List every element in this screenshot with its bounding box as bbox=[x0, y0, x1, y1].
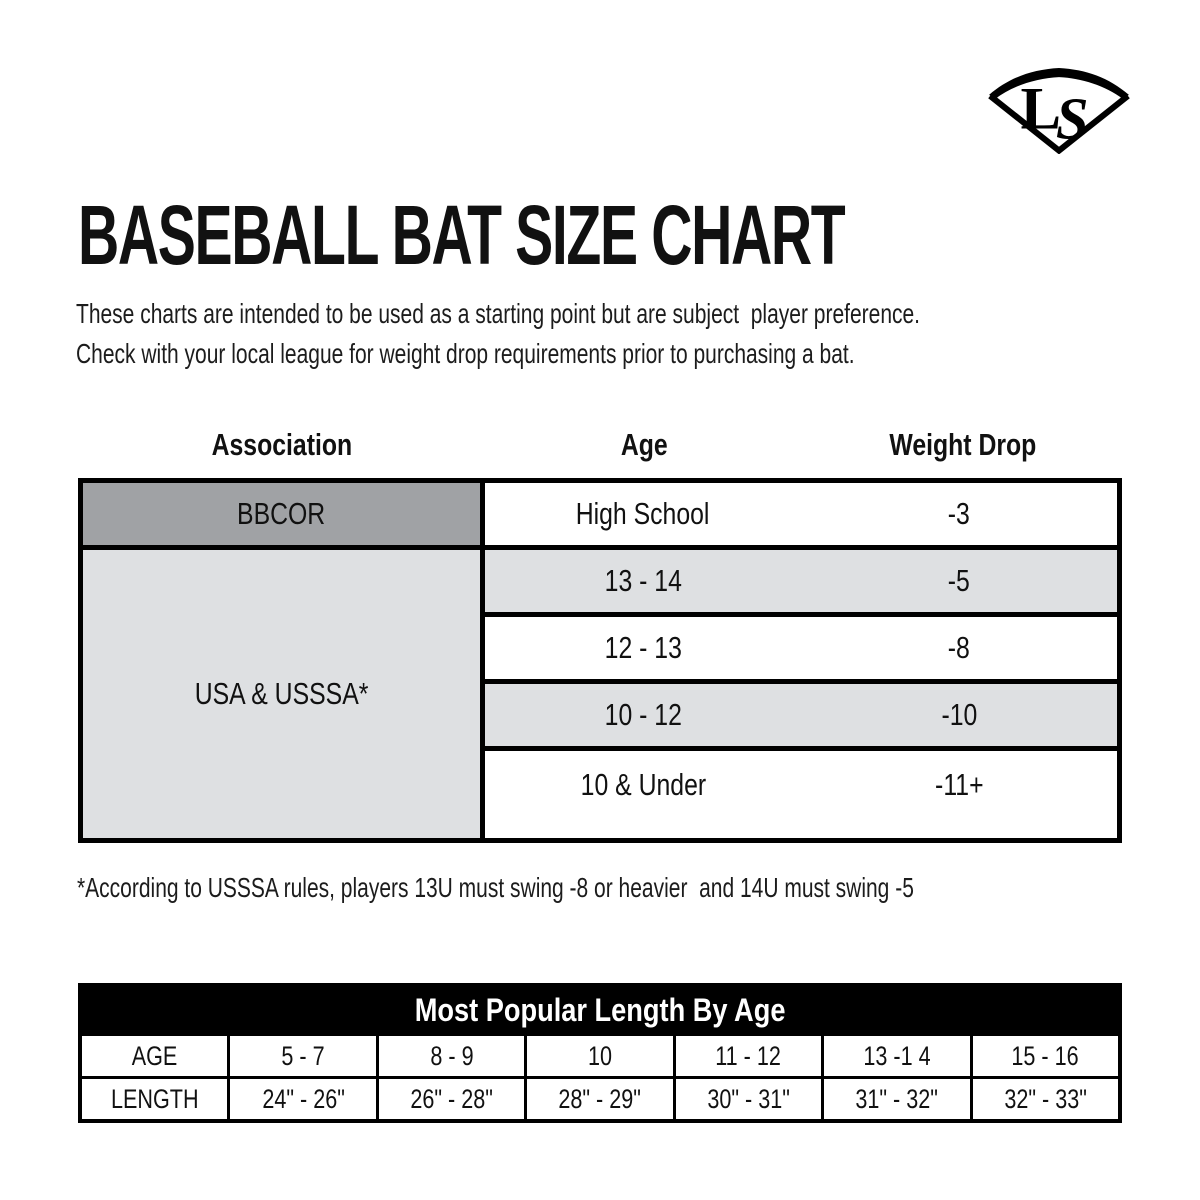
length-row: LENGTH 24" - 26" 26" - 28" 28" - 29" 30"… bbox=[82, 1076, 1118, 1119]
column-header-age: Age bbox=[620, 427, 668, 462]
age-cell: 12 - 13 bbox=[604, 630, 682, 665]
logo-letter-l: L bbox=[1020, 75, 1061, 142]
length-value-cell: 31" - 32" bbox=[821, 1079, 969, 1119]
age-value-cell: 10 bbox=[524, 1036, 672, 1076]
table-row-high-school: High School -3 bbox=[485, 483, 1117, 550]
age-value-cell: 8 - 9 bbox=[375, 1036, 524, 1076]
length-row-label: LENGTH bbox=[110, 1083, 199, 1114]
popular-length-table-title: Most Popular Length By Age bbox=[82, 987, 1118, 1033]
length-value-cell: 28" - 29" bbox=[524, 1079, 672, 1119]
weight-drop-cell: -5 bbox=[947, 563, 971, 598]
column-header-weight-drop: Weight Drop bbox=[889, 427, 1036, 462]
age-value-cell: 11 - 12 bbox=[672, 1036, 821, 1076]
table-row-12-13: 12 - 13 -8 bbox=[485, 617, 1117, 684]
association-cell-usa-usssa: USA & USSSA* bbox=[83, 550, 480, 838]
length-value-cell: 24" - 26" bbox=[227, 1079, 375, 1119]
table-row-10-12: 10 - 12 -10 bbox=[485, 684, 1117, 751]
page-title: BASEBALL BAT SIZE CHART bbox=[78, 188, 846, 282]
popular-length-table: Most Popular Length By Age AGE 5 - 7 8 -… bbox=[78, 983, 1122, 1123]
louisville-slugger-logo-icon: L S bbox=[988, 67, 1130, 154]
association-cell-bbcor: BBCOR bbox=[83, 483, 480, 550]
intro-line-1: These charts are intended to be used as … bbox=[76, 298, 921, 329]
length-value-cell: 26" - 28" bbox=[375, 1079, 524, 1119]
intro-line-2: Check with your local league for weight … bbox=[76, 338, 855, 369]
intro-text: These charts are intended to be used as … bbox=[76, 294, 1200, 374]
weight-drop-cell: -10 bbox=[941, 697, 977, 732]
age-weightdrop-rows: High School -3 13 - 14 -5 12 - 13 -8 10 … bbox=[485, 483, 1117, 838]
column-header-association: Association bbox=[211, 427, 352, 462]
usssa-footnote: *According to USSSA rules, players 13U m… bbox=[77, 872, 914, 903]
age-value-cell: 15 - 16 bbox=[969, 1036, 1118, 1076]
age-row: AGE 5 - 7 8 - 9 10 11 - 12 13 -1 4 15 - … bbox=[82, 1033, 1118, 1076]
table-row-13-14: 13 - 14 -5 bbox=[485, 550, 1117, 617]
bat-size-table: BBCOR USA & USSSA* High School -3 13 - 1… bbox=[78, 478, 1122, 843]
logo-letter-s: S bbox=[1056, 86, 1089, 151]
age-row-label: AGE bbox=[131, 1040, 178, 1071]
age-value-cell: 13 -1 4 bbox=[821, 1036, 969, 1076]
table-row-10-under: 10 & Under -11+ bbox=[485, 751, 1117, 818]
length-value-cell: 32" - 33" bbox=[969, 1079, 1118, 1119]
age-cell: High School bbox=[576, 496, 710, 531]
weight-drop-cell: -3 bbox=[947, 496, 971, 531]
weight-drop-cell: -11+ bbox=[934, 766, 984, 802]
age-cell: 13 - 14 bbox=[604, 563, 682, 598]
age-cell: 10 - 12 bbox=[604, 697, 682, 732]
age-cell: 10 & Under bbox=[580, 766, 706, 802]
length-value-cell: 30" - 31" bbox=[672, 1079, 821, 1119]
size-table-column-headers: Association Age Weight Drop bbox=[78, 424, 1122, 466]
association-column: BBCOR USA & USSSA* bbox=[83, 483, 485, 838]
weight-drop-cell: -8 bbox=[947, 630, 971, 665]
age-value-cell: 5 - 7 bbox=[227, 1036, 375, 1076]
